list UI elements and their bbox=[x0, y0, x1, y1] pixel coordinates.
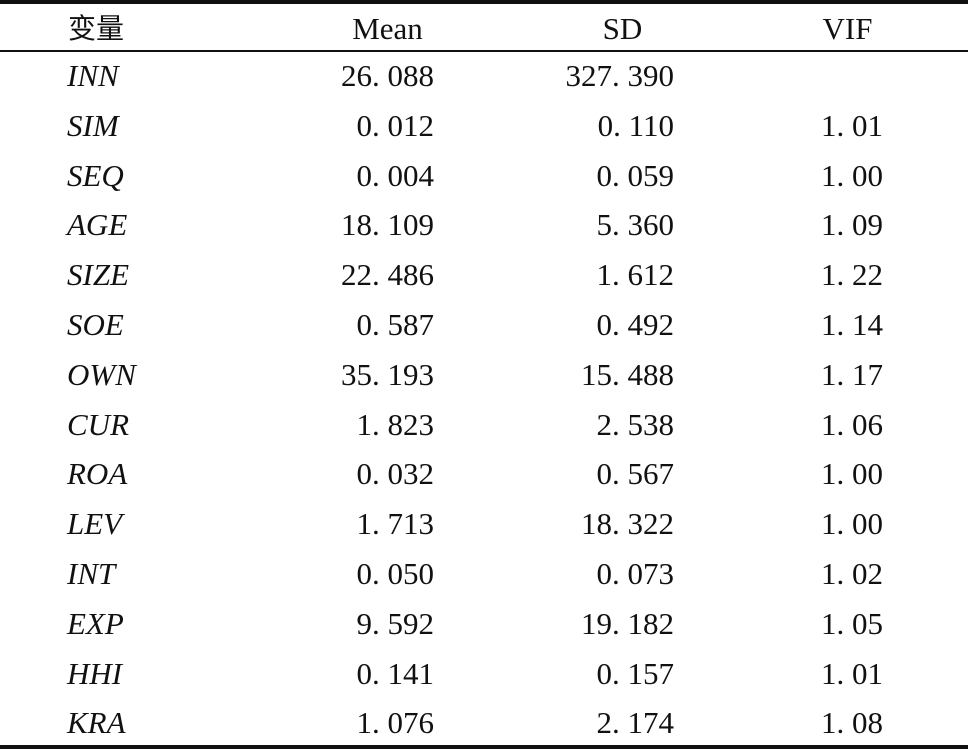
cell-variable: EXP bbox=[67, 605, 124, 641]
cell-mean: 9. 592 bbox=[356, 605, 435, 641]
cell-mean: 18. 109 bbox=[341, 207, 434, 243]
table-body: INN 26. 088 327. 390 SIM 0. 012 0. 110 1. 01 SE… bbox=[0, 52, 968, 749]
table-row: EXP 9. 592 19. 182 1. 05 bbox=[0, 600, 968, 650]
cell-sd: 0. 492 bbox=[596, 306, 675, 342]
cell-mean: 26. 088 bbox=[341, 58, 434, 93]
cell-vif: 1. 08 bbox=[821, 705, 883, 741]
cell-variable: SIZE bbox=[67, 257, 129, 293]
cell-sd: 5. 360 bbox=[596, 207, 675, 243]
cell-variable: CUR bbox=[67, 406, 129, 442]
cell-mean: 1. 823 bbox=[356, 406, 435, 442]
table-header: 变量 Mean SD VIF bbox=[0, 4, 968, 50]
cell-vif: 1. 00 bbox=[821, 456, 883, 492]
top-rule bbox=[0, 0, 968, 4]
cell-sd: 0. 059 bbox=[596, 157, 675, 193]
cell-mean: 0. 012 bbox=[356, 107, 435, 143]
cell-mean: 1. 713 bbox=[356, 506, 435, 542]
cell-sd: 2. 538 bbox=[596, 406, 675, 442]
cell-sd: 18. 322 bbox=[581, 506, 674, 542]
cell-variable: ROA bbox=[67, 456, 128, 492]
cell-vif: 1. 22 bbox=[821, 257, 883, 293]
cell-vif: 1. 02 bbox=[821, 555, 883, 591]
cell-variable: SEQ bbox=[67, 157, 124, 193]
cell-sd: 0. 073 bbox=[596, 555, 675, 591]
cell-sd: 1. 612 bbox=[596, 257, 675, 293]
table-row: HHI 0. 141 0. 157 1. 01 bbox=[0, 650, 968, 700]
table-row: CUR 1. 823 2. 538 1. 06 bbox=[0, 401, 968, 451]
cell-variable: INT bbox=[67, 555, 116, 591]
header-mean: Mean bbox=[352, 11, 423, 46]
cell-mean: 35. 193 bbox=[341, 356, 434, 392]
cell-sd: 15. 488 bbox=[581, 356, 674, 392]
table-row: INN 26. 088 327. 390 bbox=[0, 52, 968, 102]
cell-sd: 2. 174 bbox=[596, 705, 675, 741]
cell-vif: 1. 17 bbox=[821, 356, 883, 392]
cell-mean: 0. 141 bbox=[356, 655, 435, 691]
table-row: SIM 0. 012 0. 110 1. 01 bbox=[0, 102, 968, 152]
cell-sd: 327. 390 bbox=[565, 58, 675, 93]
cell-variable: OWN bbox=[67, 356, 136, 392]
cell-sd: 0. 110 bbox=[597, 107, 674, 143]
cell-variable: INN bbox=[67, 58, 119, 93]
cell-variable: SOE bbox=[67, 306, 124, 342]
cell-mean: 22. 486 bbox=[341, 257, 434, 293]
cell-variable: HHI bbox=[67, 655, 123, 691]
table-row: OWN 35. 193 15. 488 1. 17 bbox=[0, 351, 968, 401]
cell-variable: AGE bbox=[67, 207, 128, 243]
cell-vif: 1. 01 bbox=[821, 655, 883, 691]
table-row: ROA 0. 032 0. 567 1. 00 bbox=[0, 450, 968, 500]
header-vif: VIF bbox=[822, 11, 873, 46]
table-row: SIZE 22. 486 1. 612 1. 22 bbox=[0, 251, 968, 301]
cell-mean: 0. 032 bbox=[356, 456, 435, 492]
cell-vif: 1. 05 bbox=[821, 605, 883, 641]
cell-mean: 1. 076 bbox=[356, 705, 435, 741]
cell-vif: 1. 06 bbox=[821, 406, 883, 442]
table-row: SOE 0. 587 0. 492 1. 14 bbox=[0, 301, 968, 351]
cell-sd: 0. 567 bbox=[596, 456, 675, 492]
bottom-rule bbox=[0, 745, 968, 749]
cell-vif: 1. 00 bbox=[821, 506, 883, 542]
cell-variable: SIM bbox=[67, 107, 119, 143]
header-sd: SD bbox=[602, 11, 643, 46]
cell-vif: 1. 14 bbox=[821, 306, 883, 342]
table-row: SEQ 0. 004 0. 059 1. 00 bbox=[0, 152, 968, 202]
cell-mean: 0. 050 bbox=[356, 555, 435, 591]
cell-vif: 1. 09 bbox=[821, 207, 883, 243]
table-row: AGE 18. 109 5. 360 1. 09 bbox=[0, 201, 968, 251]
cell-mean: 0. 004 bbox=[356, 157, 435, 193]
table-row: KRA 1. 076 2. 174 1. 08 bbox=[0, 699, 968, 749]
cell-sd: 19. 182 bbox=[581, 605, 674, 641]
header-rule bbox=[0, 50, 968, 52]
cell-variable: LEV bbox=[67, 506, 123, 542]
cell-vif: 1. 00 bbox=[821, 157, 883, 193]
cell-mean: 0. 587 bbox=[356, 306, 435, 342]
table-row: INT 0. 050 0. 073 1. 02 bbox=[0, 550, 968, 600]
header-variable: 变量 bbox=[68, 12, 125, 45]
cell-sd: 0. 157 bbox=[596, 655, 675, 691]
cell-vif: 1. 01 bbox=[821, 107, 883, 143]
cell-variable: KRA bbox=[67, 705, 126, 741]
table-row: LEV 1. 713 18. 322 1. 00 bbox=[0, 500, 968, 550]
